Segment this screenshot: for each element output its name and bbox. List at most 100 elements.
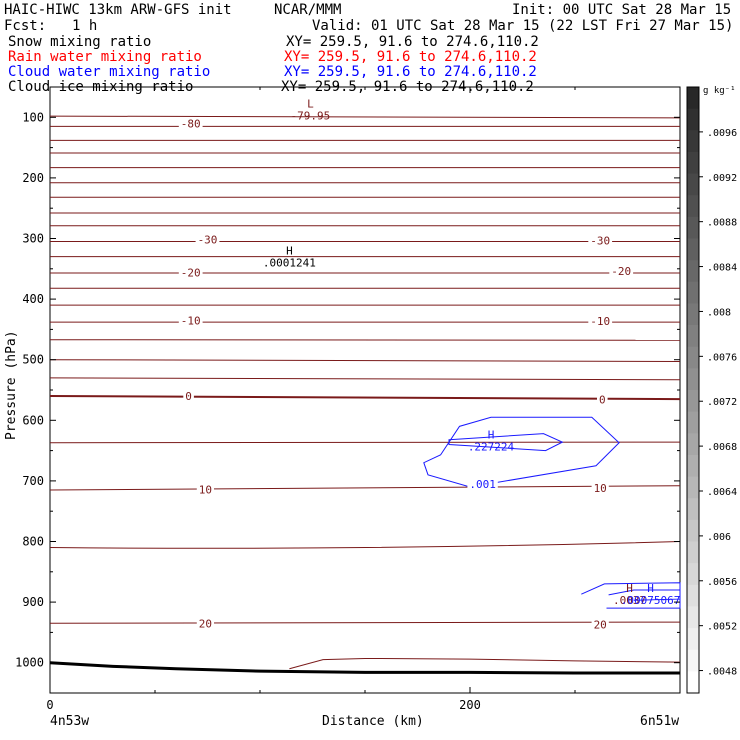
contour-label-background bbox=[467, 477, 498, 490]
cloud-water-contours bbox=[423, 416, 681, 609]
y-tick-label: 100 bbox=[22, 110, 44, 124]
contour-labels: -80 -30 -30 -20 -20 -10 -10 0 0 10 10 20 20 .001 bbox=[178, 117, 634, 632]
field-xy-snow: XY= 259.5, 91.6 to 274.6,110.2 bbox=[286, 34, 539, 50]
colorbar-tick-label: .0052 bbox=[707, 622, 737, 633]
colorbar-step bbox=[687, 260, 699, 283]
y-tick-label: 800 bbox=[22, 535, 44, 549]
colorbar-step bbox=[687, 173, 699, 196]
y-tick-label: 300 bbox=[22, 232, 44, 246]
colorbar-step bbox=[687, 346, 699, 369]
contour-label: -20 bbox=[181, 266, 201, 279]
contour-label-background bbox=[196, 483, 214, 496]
contour-label-background bbox=[178, 266, 203, 279]
cloud-water-contour bbox=[608, 589, 681, 601]
colorbar-step bbox=[687, 649, 699, 672]
contour-label: 20 bbox=[594, 619, 607, 632]
colorbar-tick-label: .0096 bbox=[707, 128, 737, 139]
contour-label-background bbox=[588, 314, 613, 327]
y-tick-label: 200 bbox=[22, 171, 44, 185]
temperature-contour-line bbox=[49, 395, 681, 401]
plot-frame bbox=[49, 86, 681, 694]
colorbar-step bbox=[687, 411, 699, 434]
extremum-value: .0037 bbox=[613, 594, 646, 607]
colorbar-tick-label: .0048 bbox=[707, 667, 737, 678]
colorbar-step bbox=[687, 390, 699, 413]
contour-label: 10 bbox=[594, 482, 607, 495]
cloud-water-contour bbox=[423, 416, 620, 488]
colorbar-unit: g kg⁻¹ bbox=[703, 86, 736, 96]
colorbar-step bbox=[687, 303, 699, 326]
extremum-value: .0001241 bbox=[263, 256, 316, 269]
extremum-value: -79.95 bbox=[291, 110, 331, 123]
colorbar-step bbox=[687, 519, 699, 542]
colorbar-step bbox=[687, 498, 699, 521]
near-surface-contour bbox=[289, 657, 681, 670]
ground-surface bbox=[49, 661, 680, 675]
contour-label-background bbox=[591, 618, 609, 631]
temperature-contour-line bbox=[49, 115, 681, 119]
x-axis-label: Distance (km) bbox=[322, 714, 424, 729]
extremum-symbol: H bbox=[488, 428, 495, 441]
y-tick-label: 400 bbox=[22, 292, 44, 306]
colorbar-step bbox=[687, 606, 699, 629]
model-title: HAIC-HIWC 13km ARW-GFS init bbox=[4, 2, 232, 18]
colorbar-step bbox=[687, 368, 699, 391]
colorbar-tick-label: .0084 bbox=[707, 263, 737, 274]
colorbar-step bbox=[687, 476, 699, 499]
colorbar-tick-label: .0068 bbox=[707, 442, 737, 453]
fcst-label: Fcst: bbox=[4, 18, 46, 34]
contour-label-background bbox=[183, 390, 194, 403]
field-label-snow: Snow mixing ratio bbox=[8, 34, 151, 50]
x-tick-label: 200 bbox=[459, 698, 481, 712]
ground-line bbox=[49, 661, 680, 675]
colorbar-step bbox=[687, 216, 699, 239]
colorbar-tick-label: .0056 bbox=[707, 577, 737, 588]
header: HAIC-HIWC 13km ARW-GFS init NCAR/MMM Ini… bbox=[4, 2, 733, 34]
colorbar-frame bbox=[686, 86, 700, 694]
x-axis: 0 200 bbox=[46, 87, 681, 712]
field-xy-rain: XY= 259.5, 91.6 to 274.6,110.2 bbox=[284, 49, 537, 65]
extremum-value: .227224 bbox=[468, 440, 515, 453]
contour-label-background bbox=[588, 234, 613, 247]
contour-label: -10 bbox=[590, 315, 610, 328]
x-tick-label: 0 bbox=[46, 698, 53, 712]
colorbar-step bbox=[687, 325, 699, 348]
contour-label: 0 bbox=[599, 394, 606, 407]
left-endpoint: 4n53w bbox=[50, 714, 89, 729]
y-tick-label: 1000 bbox=[15, 656, 44, 670]
contour-label-background bbox=[597, 393, 608, 406]
extremum-symbol: H bbox=[286, 244, 293, 257]
colorbar-step bbox=[687, 584, 699, 607]
colorbar-tick-label: .0092 bbox=[707, 173, 737, 184]
contour-label: -30 bbox=[590, 234, 610, 247]
colorbar-step bbox=[687, 87, 699, 110]
init-time: Init: 00 UTC Sat 28 Mar 15 bbox=[512, 2, 731, 18]
colorbar-step bbox=[687, 563, 699, 586]
temperature-contour-line bbox=[49, 377, 681, 381]
y-tick-label: 700 bbox=[22, 474, 44, 488]
org-title: NCAR/MMM bbox=[274, 2, 341, 18]
colorbar-step bbox=[687, 238, 699, 261]
field-xy-cloudwater: XY= 259.5, 91.6 to 274.6,110.2 bbox=[284, 64, 537, 80]
y-tick-label: 900 bbox=[22, 595, 44, 609]
temperature-contours bbox=[49, 115, 681, 670]
extremum-value: .00075067 bbox=[621, 594, 681, 607]
colorbar-step bbox=[687, 281, 699, 304]
temperature-contour-line bbox=[49, 541, 681, 549]
extremum-symbol: H bbox=[647, 582, 654, 595]
temperature-contour-line bbox=[49, 485, 681, 491]
contour-label: -20 bbox=[611, 265, 631, 278]
colorbar: .0096 .0092 .0088 .0084 .008 .0076 .0072 .0068.… bbox=[686, 86, 737, 694]
colorbar-step bbox=[687, 151, 699, 175]
colorbar-step bbox=[687, 628, 699, 651]
colorbar-tick-label: .008 bbox=[707, 307, 731, 318]
temperature-contour-line bbox=[49, 621, 681, 624]
y-axis-label: Pressure (hPa) bbox=[4, 330, 19, 440]
colorbar-tick-label: .0072 bbox=[707, 397, 737, 408]
colorbar-step bbox=[687, 454, 699, 478]
field-label-rain: Rain water mixing ratio bbox=[8, 49, 202, 65]
contour-label: .001 bbox=[469, 478, 496, 491]
